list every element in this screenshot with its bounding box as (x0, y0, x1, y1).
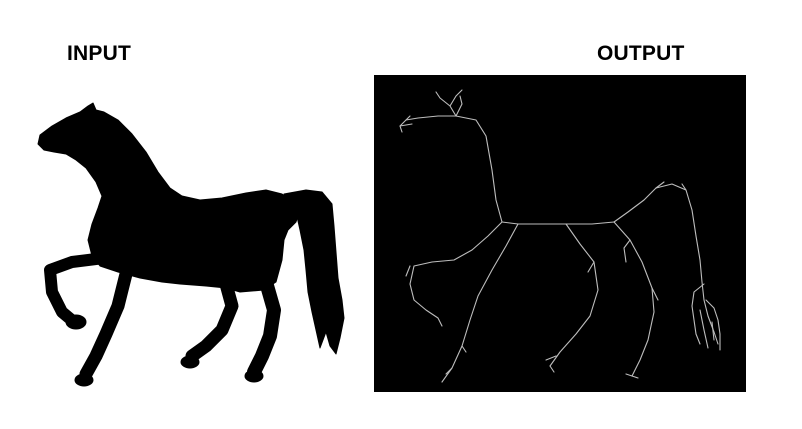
horse-hoof-front-raised (65, 314, 87, 330)
horse-hoof-hind-2 (244, 369, 264, 383)
skeleton-muzzle (399, 115, 413, 133)
horse-front-leg-raised (44, 252, 110, 328)
skeleton-ears (435, 89, 463, 117)
horse-front-leg (79, 267, 133, 381)
horse-hind-leg-2 (247, 275, 281, 379)
skeleton-front-leg (441, 223, 519, 383)
horse-hoof-front (74, 373, 94, 387)
horse-silhouette-icon (37, 102, 345, 387)
horse-hoof-hind-1 (180, 355, 200, 369)
horse-skeleton-icon (399, 89, 721, 383)
output-label: OUTPUT (597, 42, 685, 65)
skeleton-tail (613, 183, 719, 345)
output-panel (374, 75, 746, 392)
horse-hind-leg-1 (185, 277, 239, 363)
horse-body (37, 102, 301, 293)
skeleton-tail-tuft (691, 283, 721, 351)
input-label: INPUT (67, 42, 131, 65)
skeleton-hind-leg-1 (549, 223, 599, 367)
skeleton-spine (501, 221, 615, 225)
skeleton-head (399, 115, 503, 223)
skeleton-front-leg-raised (409, 221, 503, 327)
skeleton-hind-leg-2 (613, 221, 655, 377)
horse-tail (283, 189, 345, 355)
